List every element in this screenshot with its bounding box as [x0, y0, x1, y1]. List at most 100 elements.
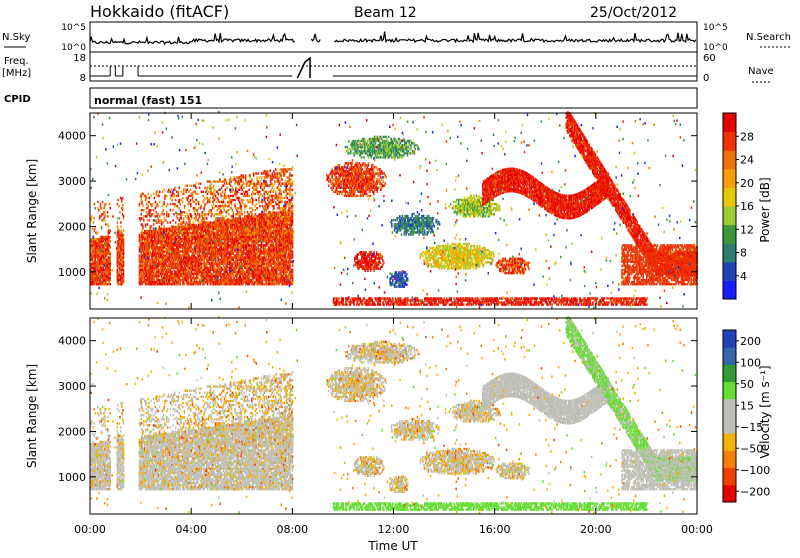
power-cell [256, 176, 258, 178]
power-cell [182, 267, 184, 269]
power-cell [210, 197, 212, 199]
power-cell [204, 213, 206, 215]
power-cell [236, 193, 238, 195]
power-cell [171, 199, 173, 201]
power-cell [167, 203, 169, 205]
power-cell [123, 261, 125, 263]
nsky-tick-top-right: 10^5 [703, 23, 728, 33]
power-cell [239, 197, 241, 199]
power-cell [187, 185, 189, 187]
power-cell [141, 283, 143, 285]
power-cell [220, 273, 222, 275]
power-cell [199, 187, 201, 189]
power-cell [161, 221, 163, 223]
power-cell [241, 207, 243, 209]
power-cell [260, 193, 262, 195]
power-cell [108, 283, 110, 285]
power-cell [216, 213, 218, 215]
power-cell [141, 213, 143, 215]
power-cell [233, 199, 235, 201]
power-cell [261, 176, 263, 178]
power-cell [195, 217, 197, 219]
power-cell [118, 229, 120, 231]
power-cell [187, 189, 189, 191]
power-cell [222, 215, 224, 217]
freq-label: Freq. [4, 56, 29, 67]
power-cell [188, 209, 190, 211]
power-cell [249, 240, 251, 242]
power-cell [195, 187, 197, 189]
power-cell [179, 226, 181, 228]
power-cell [228, 240, 230, 242]
date-title: 25/Oct/2012 [590, 5, 677, 21]
power-cell [259, 205, 261, 207]
power-cell [250, 201, 252, 203]
power-cell [119, 211, 121, 213]
power-cell [148, 219, 150, 221]
power-cell [155, 201, 157, 203]
power-cell [224, 183, 226, 185]
power-cell [218, 205, 220, 207]
power-cell [191, 185, 193, 187]
power-cell [149, 227, 151, 229]
power-cell [251, 178, 253, 180]
power-cell [175, 221, 177, 223]
nsky-trace [90, 32, 696, 44]
power-cell [253, 172, 255, 174]
power-cell [233, 211, 235, 213]
power-cell [198, 224, 200, 226]
power-cell [182, 197, 184, 199]
power-cell [180, 217, 182, 219]
power-cell [180, 279, 182, 281]
power-cell [187, 197, 189, 199]
nave-tick-top: 60 [703, 53, 716, 64]
power-cell [196, 209, 198, 211]
power-cell [155, 283, 157, 285]
power-cell [242, 180, 244, 182]
power-cell [150, 225, 152, 227]
power-cell [241, 193, 243, 195]
power-cell [178, 193, 180, 195]
nsky-label: N.Sky [2, 32, 30, 43]
power-cell [148, 193, 150, 195]
power-cell [123, 215, 125, 217]
power-cell [225, 195, 227, 197]
power-cell [117, 269, 119, 271]
power-cell [100, 236, 102, 238]
power-cell [123, 269, 125, 271]
power-cell [239, 283, 241, 285]
power-cell [256, 203, 258, 205]
power-cell [104, 213, 106, 215]
power-cell [176, 215, 178, 217]
power-cell [225, 240, 227, 242]
power-cell [117, 221, 119, 223]
power-cell [164, 283, 166, 285]
nave-label: Nave [748, 66, 774, 77]
power-cell [117, 217, 119, 219]
power-cell [141, 201, 143, 203]
power-cell [225, 189, 227, 191]
power-cell [162, 240, 164, 242]
power-cell [201, 205, 203, 207]
power-cell [101, 215, 103, 217]
power-cell [193, 221, 195, 223]
power-cell [231, 203, 233, 205]
power-cell [150, 209, 152, 211]
power-cell [213, 207, 215, 209]
power-cell [262, 205, 264, 207]
power-cell [148, 205, 150, 207]
power-cell [195, 203, 197, 205]
power-cell [222, 191, 224, 193]
power-cell [92, 259, 94, 261]
power-cell [222, 269, 224, 271]
freq-trace [90, 58, 697, 78]
power-cell [140, 283, 142, 285]
power-cell [147, 207, 149, 209]
power-cell [171, 193, 173, 195]
power-cell [256, 215, 258, 217]
power-cell [118, 248, 120, 250]
power-cell [110, 236, 112, 238]
power-cell [156, 195, 158, 197]
power-cell [117, 225, 119, 227]
power-cell [247, 183, 249, 185]
